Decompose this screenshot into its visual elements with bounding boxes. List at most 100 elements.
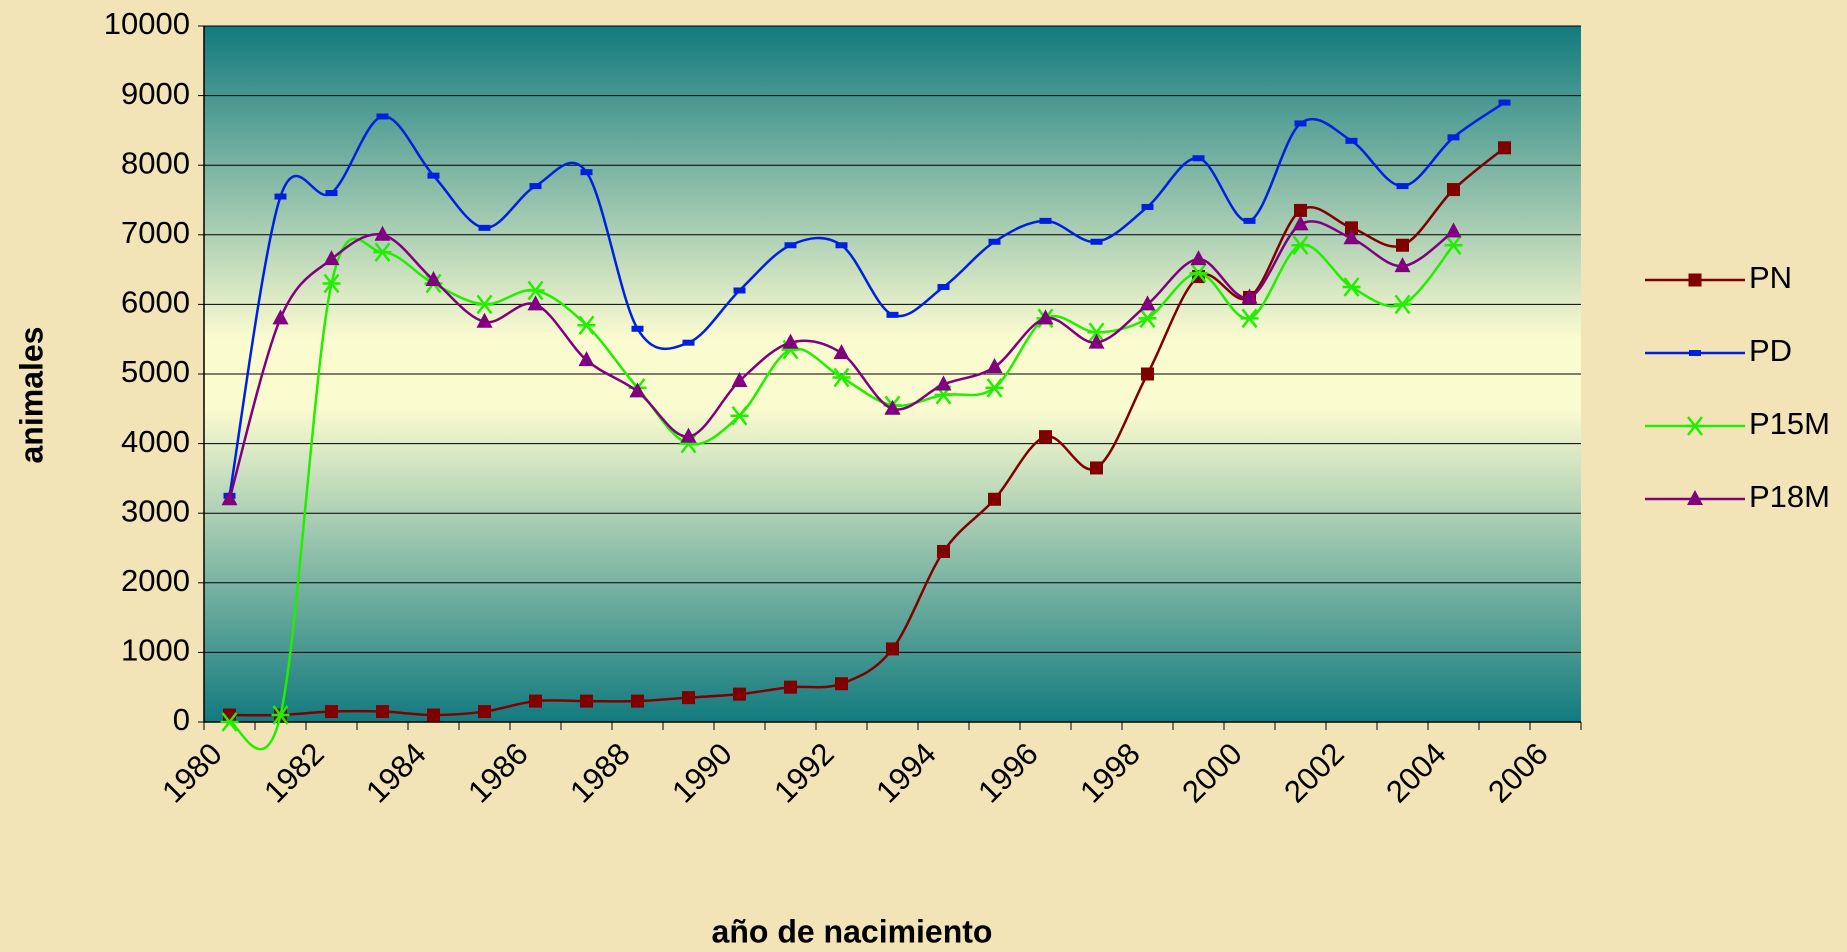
marker: [580, 694, 593, 708]
marker: [1345, 137, 1358, 144]
marker: [1037, 309, 1054, 325]
marker: [1342, 277, 1361, 297]
marker: [580, 169, 593, 176]
marker: [425, 271, 442, 287]
marker: [629, 382, 646, 398]
marker: [886, 642, 899, 656]
marker: [937, 284, 950, 290]
marker: [478, 224, 491, 231]
x-tick-label: 1990: [665, 736, 739, 810]
marker: [986, 358, 1003, 374]
x-tick-label: 1988: [563, 736, 637, 810]
marker: [274, 193, 287, 200]
marker: [1189, 263, 1208, 283]
y-tick-label: 0: [173, 702, 190, 737]
marker: [832, 367, 851, 388]
marker: [1090, 461, 1103, 475]
marker: [731, 371, 748, 387]
legend-label: P18M: [1749, 479, 1830, 514]
marker: [682, 691, 695, 705]
y-tick-label: 9000: [121, 76, 190, 111]
x-tick-label: 1992: [767, 736, 841, 810]
marker: [988, 492, 1001, 506]
x-tick-label: 1996: [971, 736, 1045, 810]
marker: [220, 712, 239, 732]
marker: [1241, 288, 1258, 304]
legend-marker: [1686, 416, 1704, 436]
marker: [1393, 294, 1412, 315]
marker: [733, 287, 746, 294]
marker: [529, 694, 542, 708]
marker: [988, 238, 1001, 245]
marker: [578, 351, 595, 367]
marker: [680, 427, 697, 443]
marker: [527, 295, 544, 311]
marker: [1396, 183, 1409, 190]
x-tick-label: 2002: [1277, 736, 1351, 810]
marker: [631, 325, 644, 332]
y-tick-label: 2000: [121, 563, 190, 598]
x-tick-label: 1994: [869, 736, 943, 810]
marker: [1343, 229, 1360, 245]
marker: [1294, 203, 1307, 217]
marker: [475, 294, 494, 315]
marker: [784, 680, 797, 694]
marker: [478, 705, 491, 719]
marker: [1192, 155, 1205, 162]
marker: [1447, 183, 1460, 197]
y-tick-label: 5000: [121, 354, 190, 389]
marker: [1138, 308, 1157, 329]
x-tick-label: 2004: [1379, 736, 1453, 810]
x-tick-label: 1998: [1073, 736, 1147, 810]
marker: [427, 708, 440, 722]
y-tick-label: 7000: [121, 215, 190, 250]
legend-label: PN: [1749, 260, 1792, 295]
x-tick-label: 2000: [1175, 736, 1249, 810]
marker: [577, 315, 596, 336]
marker: [1445, 222, 1462, 238]
marker: [476, 312, 493, 328]
marker: [935, 375, 952, 391]
y-tick-label: 6000: [121, 285, 190, 320]
marker: [1141, 203, 1154, 210]
y-tick-label: 3000: [121, 493, 190, 528]
marker: [374, 225, 391, 241]
y-tick-label: 1000: [121, 633, 190, 668]
y-tick-label: 4000: [121, 424, 190, 459]
marker: [1447, 134, 1460, 141]
marker: [782, 333, 799, 349]
marker: [1240, 308, 1259, 329]
y-tick-label: 8000: [121, 145, 190, 180]
marker: [323, 250, 340, 266]
marker: [373, 242, 392, 262]
marker: [1291, 235, 1310, 256]
marker: [526, 280, 545, 301]
marker: [325, 190, 338, 197]
marker: [1396, 238, 1409, 252]
marker: [682, 339, 695, 346]
marker: [1292, 215, 1309, 231]
marker: [631, 694, 644, 708]
series-line: [228, 101, 1506, 497]
marker: [1141, 367, 1154, 381]
marker: [1394, 257, 1411, 273]
marker: [884, 399, 901, 415]
legend-marker: [1688, 273, 1702, 287]
marker: [1444, 235, 1463, 256]
marker: [833, 344, 850, 360]
marker: [271, 705, 290, 725]
marker: [1087, 322, 1106, 343]
marker: [1039, 430, 1052, 444]
marker: [529, 183, 542, 190]
marker: [886, 311, 899, 318]
x-tick-label: 1982: [257, 736, 331, 810]
marker: [427, 172, 440, 179]
series-line: [229, 146, 1506, 717]
y-axis-title: animales: [13, 327, 49, 464]
marker: [730, 405, 749, 426]
x-tick-label: 2006: [1481, 736, 1555, 810]
x-tick-label: 1986: [461, 736, 535, 810]
marker: [322, 273, 341, 294]
marker: [733, 687, 746, 701]
